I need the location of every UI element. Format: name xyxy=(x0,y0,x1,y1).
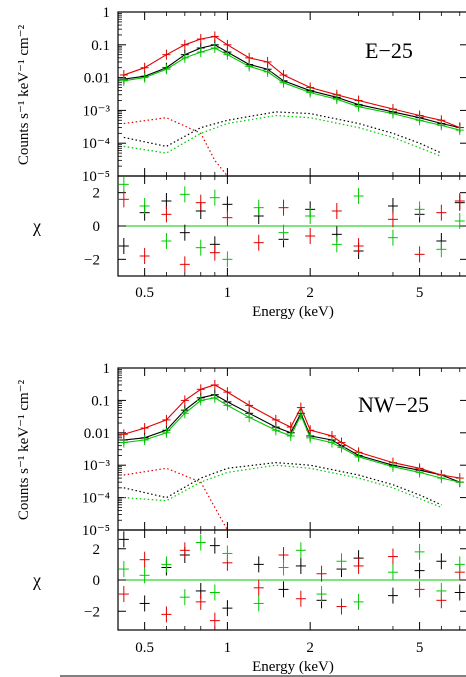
y-tick-label: 10⁻⁴ xyxy=(82,136,110,152)
y-tick-label: 10⁻⁴ xyxy=(82,491,110,507)
y-tick-label: 10⁻³ xyxy=(83,103,111,119)
y-axis-title: Counts s⁻¹ keV⁻¹ cm⁻² xyxy=(16,24,32,165)
data-points xyxy=(119,31,464,136)
y-tick-label: 0.01 xyxy=(84,71,110,87)
x-tick-label: 1 xyxy=(224,640,232,656)
resid-y-tick-label: 2 xyxy=(93,542,101,558)
resid-y-tick-label: −2 xyxy=(84,604,100,620)
resid-y-tick-label: 2 xyxy=(93,186,101,202)
y-tick-label: 10⁻⁵ xyxy=(82,169,110,185)
resid-y-tick-label: 0 xyxy=(93,219,101,235)
residual-ytick-labels: 2 0 −2 xyxy=(84,542,100,621)
x-axis-title: Energy (keV) xyxy=(252,659,334,675)
data-points xyxy=(119,379,464,488)
x-tick-labels: 0.5 1 2 5 xyxy=(135,285,423,301)
model-curves xyxy=(123,111,442,177)
residual-ticks xyxy=(117,176,466,276)
x-tick-label: 1 xyxy=(224,285,232,301)
panel-label: NW−25 xyxy=(358,392,429,417)
x-tick-label: 2 xyxy=(306,640,314,656)
x-axis-title: Energy (keV) xyxy=(252,304,334,320)
residual-ytick-labels: 2 0 −2 xyxy=(84,186,100,269)
spectrum-ticks xyxy=(117,11,466,177)
spectrum-frame xyxy=(117,11,466,177)
y-tick-label: 1 xyxy=(103,5,111,21)
model-curve xyxy=(123,467,228,531)
panel-nw25: 1 0.1 0.01 10⁻³ 10⁻⁴ 10⁻⁵ NW−25 Counts s⁻¹ ke… xyxy=(16,361,466,675)
y-tick-label: 0.1 xyxy=(91,38,110,54)
y-axis-title: Counts s⁻¹ keV⁻¹ cm⁻² xyxy=(16,379,32,520)
model-curves xyxy=(123,461,442,531)
resid-y-tick-label: 0 xyxy=(93,573,101,589)
y-tick-label: 0.1 xyxy=(91,393,110,409)
model-curve xyxy=(123,464,442,508)
y-tick-label: 1 xyxy=(103,361,111,377)
spectrum-plot: 1 0.1 0.01 10⁻³ 10⁻⁴ 10⁻⁵ E−25 Counts s⁻¹ keV… xyxy=(16,5,466,185)
x-tick-label: 5 xyxy=(416,640,424,656)
x-tick-label: 0.5 xyxy=(135,640,154,656)
residual-y-title: χ xyxy=(32,570,41,590)
y-tick-label: 10⁻⁵ xyxy=(82,523,110,539)
x-tick-label: 0.5 xyxy=(135,285,154,301)
residual-points xyxy=(118,531,465,629)
x-tick-labels: 0.5 1 2 5 xyxy=(135,640,423,656)
model-curve xyxy=(123,111,442,154)
model-curve xyxy=(123,117,228,177)
y-tick-label: 0.01 xyxy=(84,426,110,442)
x-tick-label: 5 xyxy=(416,285,424,301)
panel-label: E−25 xyxy=(365,38,413,63)
panel-e25: 1 0.1 0.01 10⁻³ 10⁻⁴ 10⁻⁵ E−25 Counts s⁻¹ keV… xyxy=(16,5,466,320)
residual-plot: 2 0 −2 0.5 1 2 5 χ Energy (keV) xyxy=(32,175,466,320)
spectrum-ytick-labels: 1 0.1 0.01 10⁻³ 10⁻⁴ 10⁻⁵ xyxy=(82,5,111,185)
residual-points xyxy=(118,176,465,273)
resid-y-tick-label: −2 xyxy=(84,252,100,268)
residual-plot: 2 0 −2 0.5 1 2 5 χ Energy (keV) xyxy=(32,529,466,675)
spectrum-ytick-labels: 1 0.1 0.01 10⁻³ 10⁻⁴ 10⁻⁵ xyxy=(82,361,111,539)
residual-y-title: χ xyxy=(32,216,41,236)
spectrum-plot: 1 0.1 0.01 10⁻³ 10⁻⁴ 10⁻⁵ NW−25 Counts s⁻¹ ke… xyxy=(16,361,466,539)
x-tick-label: 2 xyxy=(306,285,314,301)
model-curve xyxy=(123,114,442,157)
y-tick-label: 10⁻³ xyxy=(83,458,111,474)
